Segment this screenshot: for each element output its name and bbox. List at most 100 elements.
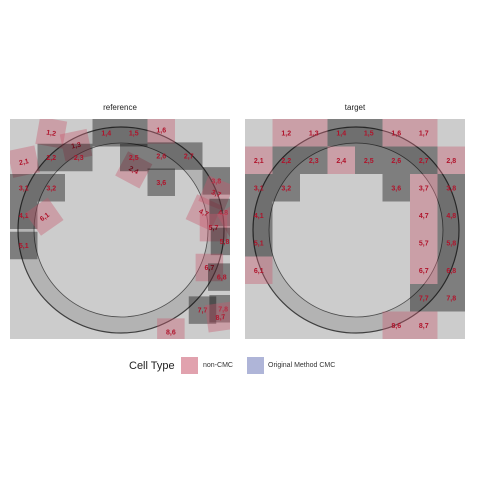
target-cell-box: [410, 256, 438, 284]
reference-cell-4-7: 4,7: [185, 194, 223, 231]
legend-key-cmc: [247, 357, 264, 374]
reference-cell-box: [188, 296, 217, 324]
target-cell-box: [410, 119, 438, 147]
reference-cell-label: 2,6: [156, 154, 166, 161]
target-cell-2-3: 2,3: [300, 146, 328, 174]
reference-cell-label: 4,7: [198, 208, 210, 219]
target-cell-1-5: 1,5: [355, 119, 383, 147]
target-cell-box: [382, 311, 410, 339]
reference-cell-2-1: 2,1: [10, 145, 41, 178]
target-cell-box: [327, 119, 355, 147]
reference-cell-box: [195, 253, 224, 282]
reference-cell-3-6: 3,6: [147, 168, 175, 196]
reference-cell-2-2: 2,2: [37, 143, 65, 172]
target-cell-label: 3,2: [281, 185, 291, 192]
reference-cell-box: [25, 197, 64, 236]
reference-cell-box: [37, 143, 65, 172]
target-cell-2-1: 2,1: [245, 146, 273, 174]
reference-cell-box: [199, 213, 228, 242]
target-cell-label: 2,7: [419, 158, 429, 165]
target-cell-label: 2,5: [364, 158, 374, 165]
target-ring-inner-edge: [268, 142, 444, 318]
target-cell-label: 5,7: [419, 240, 429, 247]
reference-cell-3-8: 3,8: [202, 167, 230, 195]
target-cell-7-7: 7,7: [410, 284, 438, 312]
target-cell-box: [410, 284, 438, 312]
reference-cell-label: 2,2: [46, 155, 56, 162]
target-cell-box: [355, 119, 383, 147]
target-cell-3-1: 3,1: [245, 174, 273, 202]
reference-cell-5-1: 5,1: [10, 231, 38, 260]
target-cell-3-7: 3,7: [410, 174, 438, 202]
target-cell-1-6: 1,6: [382, 119, 410, 147]
reference-scan-ring: [17, 126, 225, 334]
reference-panel-title: reference: [103, 103, 137, 112]
reference-cell-7-7: 7,7: [188, 296, 217, 324]
reference-cell-1-4: 1,4: [92, 119, 120, 147]
reference-cell-2-7: 2,7: [175, 142, 203, 170]
target-cell-label: 8,7: [419, 323, 429, 330]
reference-cell-3-2: 3,2: [37, 174, 65, 202]
target-cell-label: 3,8: [446, 185, 456, 192]
reference-cell-box: [202, 167, 230, 195]
reference-cell-label: 4,1: [19, 213, 29, 220]
reference-cell-box: [35, 119, 68, 149]
reference-cell-box: [65, 143, 93, 172]
legend: Cell Type non-CMC Original Method CMC: [0, 357, 480, 377]
target-cell-label: 2,8: [446, 158, 456, 165]
reference-cell-label: 1,4: [101, 130, 111, 137]
target-cell-5-8: 5,8: [437, 229, 465, 257]
legend-title: Cell Type: [129, 360, 175, 372]
target-cell-6-1: 6,1: [245, 256, 273, 284]
target-cell-label: 1,6: [391, 130, 401, 137]
reference-cell-label: 5,1: [19, 243, 29, 250]
target-cell-label: 2,6: [391, 158, 401, 165]
target-cell-8-7: 8,7: [410, 311, 438, 339]
reference-cell-box: [147, 142, 175, 170]
reference-cell-box: [210, 227, 230, 256]
reference-cell-box: [92, 119, 120, 147]
target-cell-box: [410, 311, 438, 339]
reference-cell-label: 7,7: [198, 308, 208, 315]
reference-cell-label: 3,7: [210, 189, 222, 199]
reference-cell-4-8: 4,8: [209, 198, 230, 227]
reference-panel: 1,2 1,3 1,4 1,5 1,6 2,1 2,2 2,3 2,4 2,5 2,6 2,7 3,1 3…: [10, 119, 230, 339]
reference-cell-label: 8,6: [166, 330, 176, 337]
target-cell-4-7: 4,7: [410, 201, 438, 229]
reference-cell-label: 4,8: [218, 210, 228, 217]
reference-cell-box: [185, 194, 223, 231]
reference-cell-box: [198, 175, 230, 212]
reference-cell-label: 3,8: [211, 178, 221, 185]
target-cell-4-8: 4,8: [437, 201, 465, 229]
reference-cell-label: 2,5: [129, 155, 139, 162]
target-cell-label: 6,8: [446, 268, 456, 275]
reference-cell-box: [59, 128, 93, 162]
target-cell-label: 2,1: [254, 158, 264, 165]
target-cell-box: [355, 146, 383, 174]
reference-cell-1-2: 1,2: [35, 119, 68, 149]
reference-cell-label: 3,6: [156, 180, 166, 187]
reference-cell-3-7: 3,7: [198, 175, 230, 212]
target-cell-1-2: 1,2: [272, 119, 300, 147]
target-cell-box: [410, 229, 438, 257]
reference-cell-box: [10, 231, 38, 260]
reference-cell-2-6: 2,6: [147, 142, 175, 170]
target-cell-8-6: 8,6: [382, 311, 410, 339]
target-cell-box: [272, 146, 300, 174]
target-cell-label: 1,5: [364, 130, 374, 137]
target-cell-label: 7,7: [419, 295, 429, 302]
reference-cell-box: [10, 145, 41, 178]
target-cell-label: 3,1: [254, 185, 264, 192]
reference-cell-label: 6,8: [217, 275, 227, 282]
reference-cell-label: 2,3: [74, 155, 84, 162]
target-cell-box: [245, 174, 273, 202]
reference-cell-box: [157, 318, 185, 339]
legend-label-non-cmc: non-CMC: [203, 362, 233, 369]
reference-cell-box: [204, 301, 230, 333]
reference-cell-1-5: 1,5: [120, 119, 148, 147]
target-cell-label: 4,1: [254, 213, 264, 220]
target-cell-label: 2,3: [309, 158, 319, 165]
target-cell-box: [437, 284, 465, 312]
target-cell-box: [327, 146, 355, 174]
reference-cell-6-1: 6,1: [25, 197, 64, 236]
